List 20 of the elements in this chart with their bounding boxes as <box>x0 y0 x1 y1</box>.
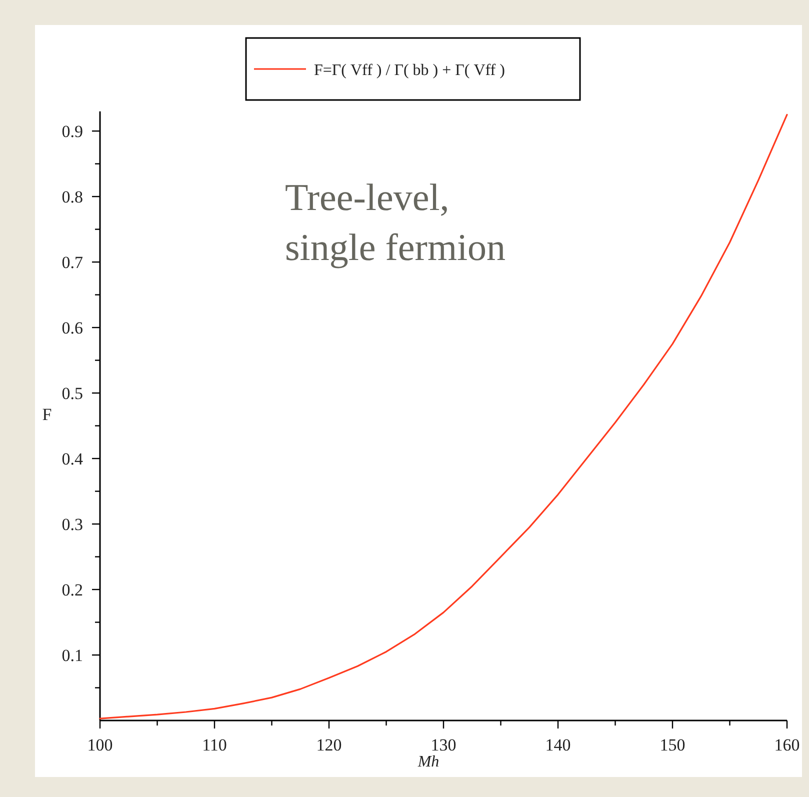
x-tick-label: 150 <box>660 736 686 754</box>
y-tick-label: 0.9 <box>62 122 83 142</box>
y-tick-label: 0.6 <box>62 318 83 338</box>
x-tick-label: 110 <box>202 736 227 754</box>
y-tick-label: 0.8 <box>62 188 83 207</box>
y-tick-label: 0.2 <box>62 580 83 600</box>
legend-label: F=Γ( Vff ) / Γ( bb ) + Γ( Vff ) <box>314 62 505 79</box>
x-axis-title: Mh <box>416 754 440 770</box>
x-tick-label: 130 <box>430 736 456 754</box>
y-tick-label: 0.5 <box>62 384 83 404</box>
x-tick-label: 100 <box>87 736 113 754</box>
x-tick-label: 120 <box>316 736 342 754</box>
y-axis-title: F <box>42 404 52 424</box>
y-tick-label: 0.1 <box>62 646 83 666</box>
y-tick-label: 0.4 <box>62 450 84 469</box>
x-tick-label: 140 <box>545 736 571 754</box>
annotation: Tree-level, single fermion <box>285 177 506 269</box>
x-tick-label: 160 <box>774 736 800 754</box>
y-tick-label: 0.7 <box>62 253 84 272</box>
y-tick-label: 0.3 <box>62 515 83 534</box>
